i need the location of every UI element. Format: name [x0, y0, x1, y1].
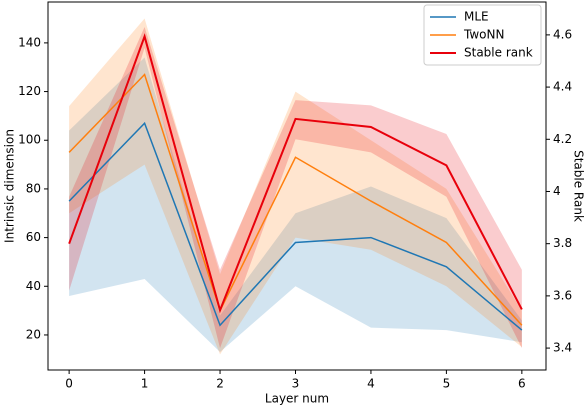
y-tick-label: 140: [18, 35, 41, 49]
x-tick-label: 5: [443, 377, 451, 391]
y2-tick-label: 4.2: [553, 132, 572, 146]
line: [68, 121, 523, 331]
y-tick-label: 20: [26, 327, 41, 341]
line: [68, 33, 523, 314]
y2-axis-label: Stable Rank: [572, 150, 586, 222]
x-tick-label: 3: [292, 377, 300, 391]
y2-tick-label: 3.8: [553, 236, 572, 250]
line: [68, 73, 523, 326]
y2-tick-label: 3.4: [553, 341, 572, 355]
y2-tick-label: 3.6: [553, 288, 572, 302]
y2-tick-label: 4: [553, 184, 561, 198]
x-axis-label: Layer num: [265, 392, 329, 406]
y-tick-label: 120: [18, 84, 41, 98]
legend-label: MLE: [464, 10, 489, 24]
legend-box: [423, 4, 542, 66]
legend-label: TwoNN: [463, 28, 504, 42]
y-tick-label: 100: [18, 133, 41, 147]
y2-tick-label: 4.4: [553, 80, 572, 94]
y-tick-label: 40: [26, 279, 41, 293]
x-tick-label: 2: [216, 377, 224, 391]
band: [69, 57, 522, 352]
x-tick-label: 1: [141, 377, 149, 391]
y-tick-label: 80: [26, 181, 41, 195]
y-axis-label: Intrinsic dimension: [3, 129, 17, 243]
band: [69, 18, 522, 355]
y-tick-label: 60: [26, 230, 41, 244]
y2-tick-label: 4.6: [553, 27, 572, 41]
x-tick-label: 6: [518, 377, 526, 391]
x-tick-label: 4: [367, 377, 375, 391]
x-tick-label: 0: [65, 377, 73, 391]
legend-label: Stable rank: [464, 46, 533, 60]
band: [69, 27, 522, 349]
plot-frame: [47, 1, 547, 371]
